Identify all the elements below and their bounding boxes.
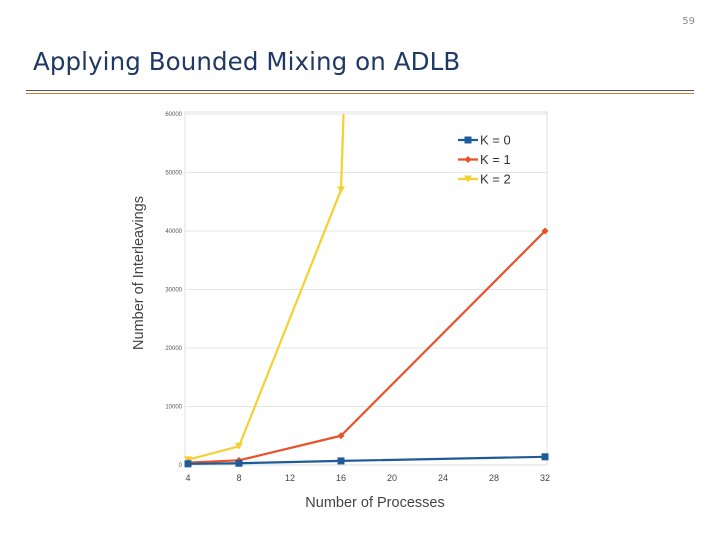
data-point bbox=[541, 453, 549, 461]
y-tick-label: 40000 bbox=[165, 229, 182, 235]
slide-number: 59 bbox=[682, 16, 695, 27]
y-tick-label: 10000 bbox=[165, 405, 182, 411]
x-axis-ticks: 4 8 12 16 20 24 28 32 bbox=[185, 473, 550, 483]
y-axis-ticks: 0 10000 20000 30000 40000 50000 60000 bbox=[165, 112, 182, 469]
x-tick-label: 12 bbox=[285, 473, 295, 483]
legend-label: K = 1 bbox=[480, 152, 511, 167]
x-tick-label: 16 bbox=[336, 473, 346, 483]
series-line-k0 bbox=[187, 455, 546, 465]
x-tick-label: 4 bbox=[185, 473, 190, 483]
data-point bbox=[235, 442, 243, 450]
slide-title: Applying Bounded Mixing on ADLB bbox=[33, 47, 461, 76]
legend-swatch-marker bbox=[464, 136, 472, 144]
data-point bbox=[337, 432, 345, 440]
y-tick-label: 50000 bbox=[165, 171, 182, 177]
gridlines bbox=[185, 113, 547, 466]
legend-item-k0: K = 0 bbox=[458, 133, 511, 148]
x-tick-label: 20 bbox=[387, 473, 397, 483]
title-rule-accent bbox=[26, 93, 694, 94]
data-point bbox=[337, 457, 345, 465]
y-tick-label: 0 bbox=[179, 463, 183, 469]
data-point bbox=[541, 227, 549, 235]
series-k0 bbox=[184, 453, 549, 468]
series-line-k2 bbox=[187, 113, 345, 461]
legend-label: K = 0 bbox=[480, 133, 511, 148]
title-rule-dark bbox=[26, 90, 694, 91]
legend-label: K = 2 bbox=[480, 172, 511, 187]
data-point bbox=[184, 460, 192, 468]
x-tick-label: 24 bbox=[438, 473, 448, 483]
x-tick-label: 28 bbox=[489, 473, 499, 483]
y-tick-label: 60000 bbox=[165, 112, 182, 118]
series-line-k1 bbox=[187, 230, 546, 464]
x-tick-label: 32 bbox=[540, 473, 550, 483]
data-point bbox=[337, 186, 345, 194]
y-axis-title: Number of Interleavings bbox=[131, 196, 147, 350]
legend: K = 0 K = 1 K = 2 bbox=[458, 133, 511, 187]
series-group bbox=[184, 113, 549, 468]
data-point bbox=[235, 459, 243, 467]
y-tick-label: 20000 bbox=[165, 346, 182, 352]
legend-item-k2: K = 2 bbox=[458, 172, 511, 187]
legend-item-k1: K = 1 bbox=[458, 152, 511, 167]
y-tick-label: 30000 bbox=[165, 288, 182, 294]
legend-swatch-marker bbox=[464, 156, 472, 163]
x-tick-label: 8 bbox=[236, 473, 241, 483]
legend-swatch-marker bbox=[464, 175, 472, 183]
x-axis-title: Number of Processes bbox=[305, 495, 444, 511]
